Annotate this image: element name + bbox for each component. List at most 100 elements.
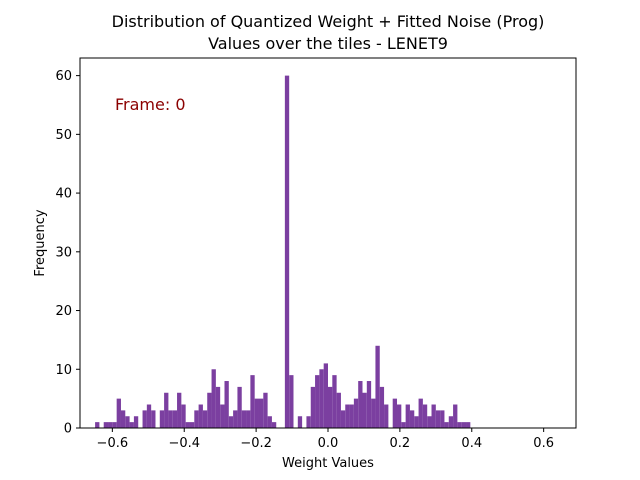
histogram-bar bbox=[431, 404, 436, 428]
histogram-bar bbox=[401, 422, 406, 428]
histogram-bar bbox=[310, 386, 316, 428]
histogram-bar bbox=[142, 410, 147, 428]
histogram-bar bbox=[185, 422, 190, 428]
chart-title-line-1: Distribution of Quantized Weight + Fitte… bbox=[112, 12, 545, 31]
histogram-bar bbox=[168, 410, 173, 428]
histogram-bar bbox=[202, 410, 208, 428]
x-tick-label: −0.4 bbox=[168, 436, 200, 451]
y-axis-ticks: 0 10 20 30 40 50 60 bbox=[55, 69, 80, 437]
histogram-bar bbox=[112, 422, 117, 428]
histogram-bar bbox=[336, 392, 341, 428]
histogram-bar bbox=[448, 416, 454, 428]
histogram-bar bbox=[409, 410, 415, 428]
histogram-bar bbox=[362, 392, 367, 428]
histogram-bar bbox=[207, 392, 212, 428]
histogram-bar bbox=[384, 404, 389, 428]
histogram-bar bbox=[440, 410, 445, 428]
histogram-bar bbox=[194, 410, 199, 428]
histogram-bar bbox=[258, 398, 264, 428]
histogram-bar bbox=[211, 369, 216, 428]
histogram-bar bbox=[418, 398, 423, 428]
histogram-bar bbox=[453, 404, 458, 428]
histogram-bar bbox=[146, 404, 152, 428]
histogram-bar bbox=[125, 416, 130, 428]
y-tick-label: 0 bbox=[64, 422, 72, 437]
x-tick-label: −0.6 bbox=[97, 436, 129, 451]
histogram-bar bbox=[95, 422, 100, 428]
histogram-bar bbox=[246, 410, 251, 428]
histogram-bar bbox=[323, 363, 328, 428]
histogram-bar bbox=[461, 422, 467, 428]
histogram-bar bbox=[267, 416, 272, 428]
histogram-bar bbox=[306, 416, 311, 428]
chart-title-line-2: Values over the tiles - LENET9 bbox=[208, 34, 448, 53]
y-axis-label: Frequency bbox=[33, 209, 48, 276]
histogram-bar bbox=[103, 422, 109, 428]
x-axis-ticks: −0.6 −0.4 −0.2 0.0 0.2 0.4 0.6 bbox=[97, 428, 554, 451]
histogram-bar bbox=[353, 398, 359, 428]
y-tick-label: 50 bbox=[55, 128, 72, 143]
x-axis-label: Weight Values bbox=[282, 456, 374, 471]
histogram-bar bbox=[414, 416, 419, 428]
histogram-bar bbox=[172, 410, 178, 428]
y-tick-label: 30 bbox=[55, 245, 72, 260]
histogram-bar bbox=[237, 386, 242, 428]
histogram-bar bbox=[224, 381, 229, 428]
histogram-bar bbox=[457, 422, 462, 428]
x-tick-label: 0.0 bbox=[318, 436, 339, 451]
histogram-bar bbox=[435, 410, 441, 428]
histogram-bar bbox=[444, 422, 449, 428]
histogram-bar bbox=[340, 410, 346, 428]
histogram-bar bbox=[371, 398, 376, 428]
histogram-bar bbox=[181, 404, 186, 428]
histogram-bar bbox=[284, 75, 290, 429]
histogram-bar bbox=[397, 404, 402, 428]
histogram-bar bbox=[422, 404, 428, 428]
histogram-bar bbox=[164, 392, 169, 428]
histogram-bar bbox=[315, 375, 320, 428]
histogram-bar bbox=[271, 422, 277, 428]
histogram-bar bbox=[151, 410, 156, 428]
y-tick-label: 40 bbox=[55, 187, 72, 202]
histogram-bar bbox=[120, 410, 126, 428]
histogram-bar bbox=[427, 416, 432, 428]
histogram-bar bbox=[241, 410, 247, 428]
histogram-bar bbox=[319, 369, 324, 428]
histogram-bar bbox=[263, 392, 268, 428]
histogram-bar bbox=[375, 345, 380, 428]
histogram-bar bbox=[189, 422, 195, 428]
y-tick-label: 60 bbox=[55, 69, 72, 84]
x-tick-label: 0.2 bbox=[390, 436, 411, 451]
histogram-bar bbox=[328, 386, 333, 428]
histogram-bar bbox=[332, 375, 337, 428]
histogram-bars bbox=[95, 75, 471, 429]
histogram-bar bbox=[289, 375, 294, 428]
x-tick-label: 0.6 bbox=[533, 436, 554, 451]
y-tick-label: 20 bbox=[55, 304, 72, 319]
histogram-bar bbox=[116, 398, 121, 428]
x-tick-label: −0.2 bbox=[240, 436, 272, 451]
histogram-bar bbox=[379, 386, 385, 428]
histogram-bar bbox=[129, 422, 134, 428]
histogram-bar bbox=[254, 398, 259, 428]
histogram-bar bbox=[133, 416, 139, 428]
plot-frame bbox=[79, 57, 577, 429]
histogram-bar bbox=[108, 422, 113, 428]
histogram-bar bbox=[466, 422, 471, 428]
histogram-bar bbox=[198, 404, 203, 428]
histogram-bar bbox=[250, 375, 255, 428]
histogram-bar bbox=[159, 410, 165, 428]
histogram-bar bbox=[297, 416, 303, 428]
histogram-bar bbox=[215, 386, 221, 428]
histogram-bar bbox=[392, 398, 398, 428]
frame-annotation: Frame: 0 bbox=[115, 95, 186, 114]
y-tick-label: 10 bbox=[55, 363, 72, 378]
histogram-bar bbox=[345, 404, 350, 428]
x-tick-label: 0.4 bbox=[461, 436, 482, 451]
histogram-bar bbox=[358, 381, 363, 428]
histogram-bar bbox=[349, 404, 354, 428]
histogram-bar bbox=[366, 381, 372, 428]
histogram-bar bbox=[177, 392, 182, 428]
histogram-bar bbox=[233, 410, 238, 428]
